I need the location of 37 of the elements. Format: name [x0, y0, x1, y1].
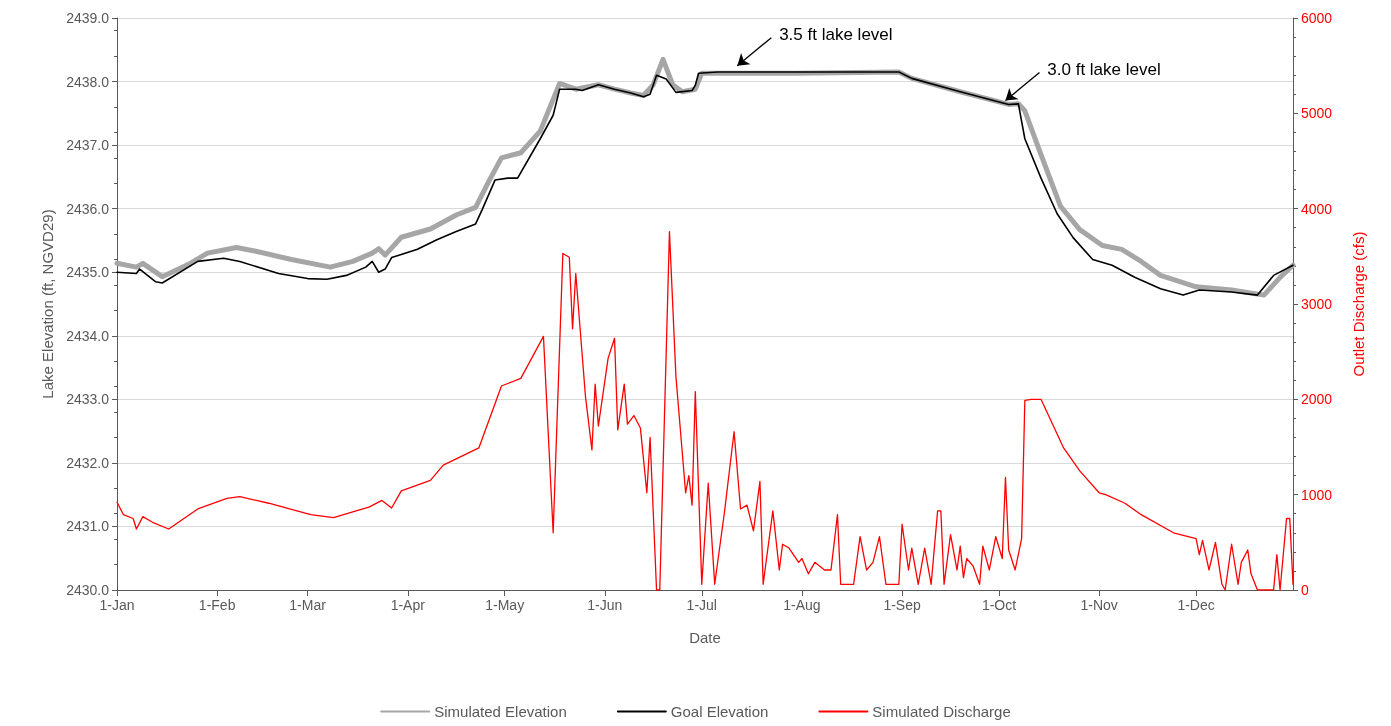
- annotation: 3.0 ft lake level: [1047, 59, 1161, 79]
- y-tick-label: 2431.0: [66, 518, 110, 535]
- annotation: 3.5 ft lake level: [779, 24, 893, 44]
- y-tick-label: 2439.0: [66, 10, 110, 26]
- x-tick-label: 1-Dec: [1177, 597, 1215, 613]
- x-tick-label: 1-Mar: [289, 597, 327, 613]
- x-tick-label: 1-Oct: [981, 597, 1017, 613]
- x-tick-label: 1-Jul: [686, 597, 717, 613]
- x-tick-label: 1-Jan: [99, 597, 135, 613]
- y-axis-title: Lake Elevation (ft, NGVD29): [39, 209, 57, 399]
- y-tick-label: 2435.0: [66, 264, 110, 281]
- x-tick-label: 1-Feb: [198, 597, 236, 613]
- y-tick-label: 2432.0: [66, 454, 110, 471]
- legend-label: Simulated Elevation: [434, 703, 567, 720]
- x-tick-label: 1-Apr: [390, 597, 426, 613]
- y-tick-label: 2436.0: [66, 200, 110, 217]
- y-tick-label: 2434.0: [66, 327, 110, 344]
- y2-tick-label: 0: [1301, 582, 1309, 598]
- legend-label: Simulated Discharge: [872, 703, 1011, 720]
- y2-tick-label: 2000: [1301, 391, 1333, 408]
- x-tick-label: 1-May: [485, 597, 525, 613]
- y2-tick-label: 6000: [1301, 10, 1333, 26]
- x-tick-label: 1-Nov: [1080, 597, 1118, 613]
- y-tick-label: 2430.0: [66, 582, 110, 598]
- y2-tick-label: 5000: [1301, 105, 1333, 122]
- y-tick-label: 2433.0: [66, 391, 110, 408]
- x-tick-label: 1-Sep: [883, 597, 921, 613]
- y2-axis-title: Outlet Discharge (cfs): [1350, 231, 1367, 377]
- y-tick-label: 2437.0: [66, 137, 110, 154]
- x-tick-label: 1-Jun: [587, 597, 623, 613]
- y2-tick-label: 1000: [1301, 486, 1333, 503]
- x-axis-title: Date: [689, 629, 721, 646]
- y-tick-label: 2438.0: [66, 73, 110, 90]
- y2-tick-label: 3000: [1301, 296, 1333, 312]
- x-tick-label: 1-Aug: [783, 597, 821, 613]
- y2-tick-label: 4000: [1301, 200, 1333, 217]
- legend-label: Goal Elevation: [670, 703, 769, 720]
